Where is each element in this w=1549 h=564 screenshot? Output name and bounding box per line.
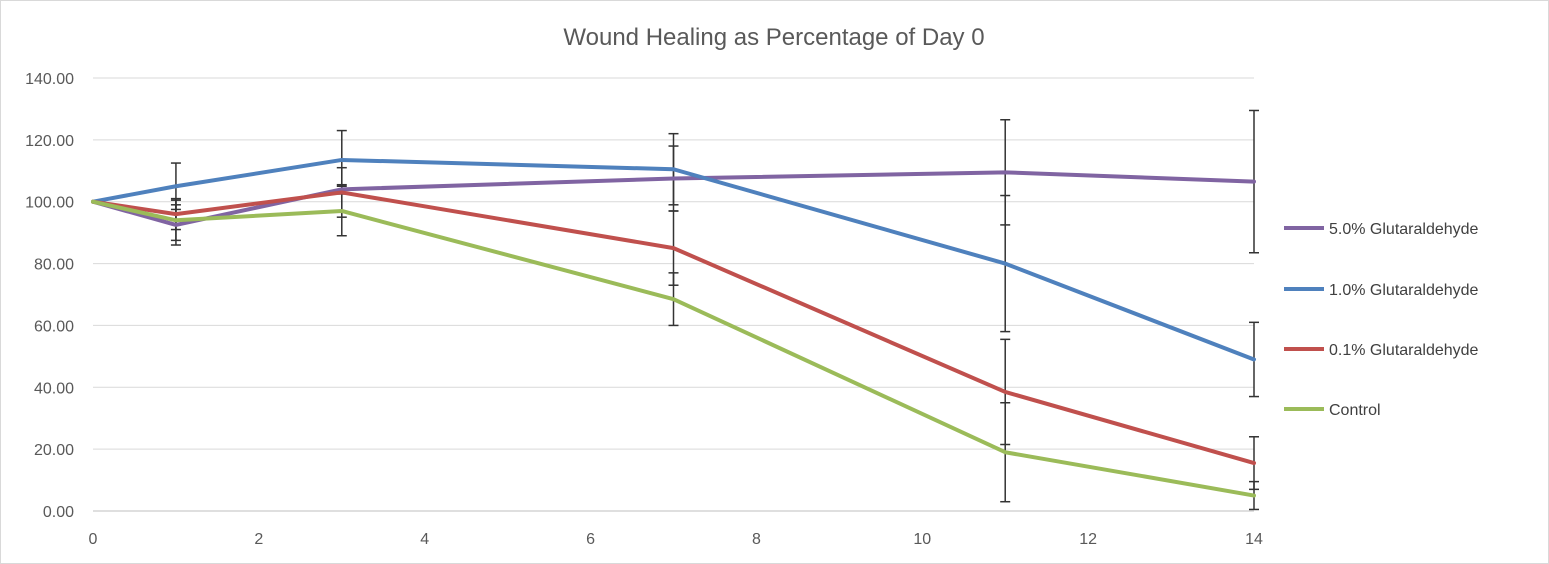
legend-item: Control (1284, 402, 1381, 419)
legend-item: 0.1% Glutaraldehyde (1284, 342, 1479, 359)
series-line-4 (91, 199, 1256, 498)
series-line-2 (91, 157, 1256, 362)
x-tick-label: 14 (1245, 531, 1263, 548)
series-line-3 (91, 190, 1256, 466)
x-tick-label: 8 (752, 531, 761, 548)
y-tick-label: 80.00 (34, 257, 74, 274)
x-tick-label: 6 (586, 531, 595, 548)
series-line-1 (91, 170, 1256, 227)
y-tick-label: 60.00 (34, 318, 74, 335)
legend-label: 1.0% Glutaraldehyde (1329, 282, 1479, 299)
chart-title: Wound Healing as Percentage of Day 0 (563, 24, 984, 51)
legend-item: 1.0% Glutaraldehyde (1284, 282, 1479, 299)
x-tick-label: 0 (89, 531, 98, 548)
x-tick-label: 12 (1079, 531, 1097, 548)
legend-label: Control (1329, 402, 1381, 419)
y-tick-label: 140.00 (25, 71, 74, 88)
x-axis-ticks: 0 2 4 6 8 10 12 14 (89, 531, 1263, 548)
legend: 5.0% Glutaraldehyde 1.0% Glutaraldehyde 0.… (1284, 221, 1479, 419)
x-tick-label: 4 (420, 531, 429, 548)
y-axis-ticks: 0.00 20.00 40.00 60.00 80.00 100.00 120.00 140.… (25, 71, 74, 521)
legend-item: 5.0% Glutaraldehyde (1284, 221, 1479, 238)
y-tick-label: 120.00 (25, 133, 74, 150)
legend-label: 0.1% Glutaraldehyde (1329, 342, 1479, 359)
y-tick-label: 0.00 (43, 504, 74, 521)
legend-label: 5.0% Glutaraldehyde (1329, 221, 1479, 238)
series-lines (91, 157, 1256, 498)
x-tick-label: 10 (913, 531, 931, 548)
y-tick-label: 100.00 (25, 195, 74, 212)
y-tick-label: 40.00 (34, 380, 74, 397)
y-tick-label: 20.00 (34, 442, 74, 459)
x-tick-label: 2 (254, 531, 263, 548)
